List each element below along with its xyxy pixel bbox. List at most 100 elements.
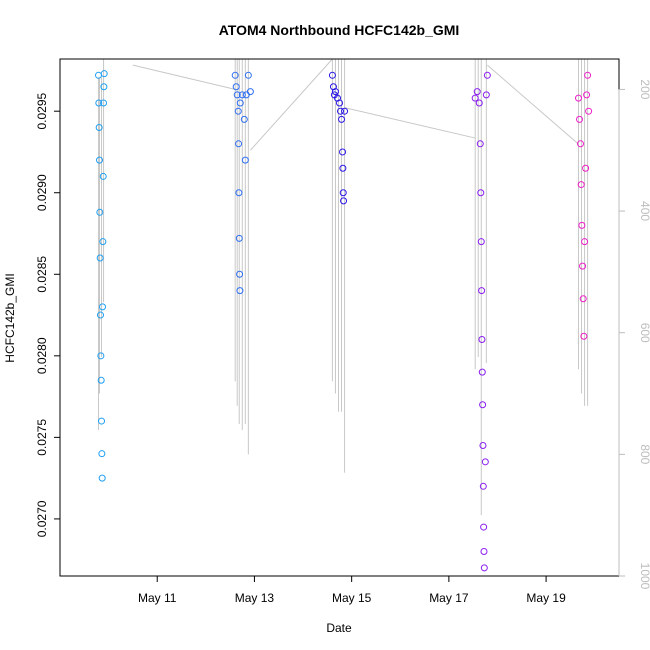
data-point xyxy=(235,234,243,242)
data-point xyxy=(482,91,490,99)
data-point xyxy=(100,83,108,91)
data-point xyxy=(96,208,104,216)
data-point xyxy=(480,548,488,556)
x-tick-label: May 15 xyxy=(332,591,372,605)
points-layer xyxy=(94,70,593,572)
data-point xyxy=(100,70,108,78)
x-axis-label: Date xyxy=(326,621,352,635)
data-point xyxy=(328,71,336,79)
y2-tick-label: 200 xyxy=(638,79,650,99)
data-point xyxy=(246,88,254,96)
data-point xyxy=(338,115,346,123)
data-point xyxy=(99,172,107,180)
x-tick-label: May 13 xyxy=(235,591,275,605)
data-point xyxy=(98,474,106,482)
y-axis: 0.0270 0.0275 0.0280 0.0285 0.0290 0.0295 xyxy=(35,93,61,537)
data-point xyxy=(477,238,485,246)
data-point xyxy=(241,156,249,164)
data-point xyxy=(99,238,107,246)
pressure-transit-line xyxy=(132,64,236,90)
data-point xyxy=(480,564,488,572)
data-point xyxy=(339,148,347,156)
y-tick-label: 0.0270 xyxy=(35,500,49,537)
data-point xyxy=(584,71,592,79)
data-point xyxy=(98,417,106,425)
data-point xyxy=(100,99,108,107)
plot-frame xyxy=(59,58,620,577)
data-point xyxy=(479,401,487,409)
data-point xyxy=(478,368,486,376)
y2-tick-label: 600 xyxy=(638,323,650,343)
pressure-layer xyxy=(97,58,589,516)
y2-tick-label: 1000 xyxy=(638,563,650,590)
data-point xyxy=(238,91,246,99)
secondary-y-axis: 200 400 600 800 1000 xyxy=(618,79,650,590)
data-point xyxy=(235,140,243,148)
data-point xyxy=(478,287,486,295)
data-point xyxy=(340,197,348,205)
data-point xyxy=(480,523,488,531)
data-point xyxy=(585,107,593,115)
x-tick-label: May 19 xyxy=(526,591,566,605)
data-point xyxy=(97,376,105,384)
data-point xyxy=(244,71,252,79)
data-point xyxy=(97,352,105,360)
pressure-transit-line xyxy=(487,64,579,145)
x-tick-label: May 11 xyxy=(138,591,177,605)
series-3 xyxy=(328,71,349,205)
data-point xyxy=(483,71,491,79)
data-point xyxy=(578,221,586,229)
y-tick-label: 0.0285 xyxy=(35,256,49,293)
series-4 xyxy=(471,71,491,572)
data-point xyxy=(95,123,103,131)
data-point xyxy=(96,254,104,262)
data-point xyxy=(331,88,339,96)
data-point xyxy=(339,189,347,197)
series-1 xyxy=(94,70,108,482)
data-point xyxy=(232,83,240,91)
data-point xyxy=(99,303,107,311)
data-point xyxy=(477,189,485,197)
chart-title: ATOM4 Northbound HCFC142b_GMI xyxy=(219,22,460,38)
data-point xyxy=(97,311,105,319)
pressure-transit-line xyxy=(250,58,333,151)
data-point xyxy=(337,107,345,115)
data-point xyxy=(235,189,243,197)
data-point xyxy=(236,287,244,295)
data-point xyxy=(478,336,486,344)
data-point xyxy=(577,181,585,189)
data-point xyxy=(476,140,484,148)
y-tick-label: 0.0275 xyxy=(35,419,49,456)
y-tick-label: 0.0295 xyxy=(35,93,49,130)
data-point xyxy=(471,94,479,102)
data-point xyxy=(582,164,590,172)
data-point xyxy=(336,99,343,107)
data-point xyxy=(576,115,584,123)
data-point xyxy=(339,164,347,172)
data-point xyxy=(234,107,242,115)
data-point xyxy=(473,88,481,96)
data-point xyxy=(579,295,587,303)
data-point xyxy=(479,442,487,450)
x-tick-label: May 17 xyxy=(429,591,469,605)
data-point xyxy=(574,94,582,102)
data-point xyxy=(479,482,487,490)
pressure-transit-line xyxy=(344,107,476,139)
data-point xyxy=(579,262,587,270)
data-point xyxy=(236,99,244,107)
y2-tick-label: 800 xyxy=(638,444,650,464)
y-tick-label: 0.0290 xyxy=(35,174,49,211)
data-point xyxy=(95,99,103,107)
data-point xyxy=(240,115,248,123)
data-point xyxy=(236,270,244,278)
x-axis: May 11 May 13 May 15 May 17 May 19 xyxy=(138,575,566,605)
data-point xyxy=(481,458,489,466)
data-point xyxy=(341,107,349,115)
data-point xyxy=(95,156,103,164)
series-5 xyxy=(574,71,593,340)
data-point xyxy=(581,238,589,246)
y-tick-label: 0.0280 xyxy=(35,337,49,374)
data-point xyxy=(583,91,591,99)
data-point xyxy=(98,450,106,458)
